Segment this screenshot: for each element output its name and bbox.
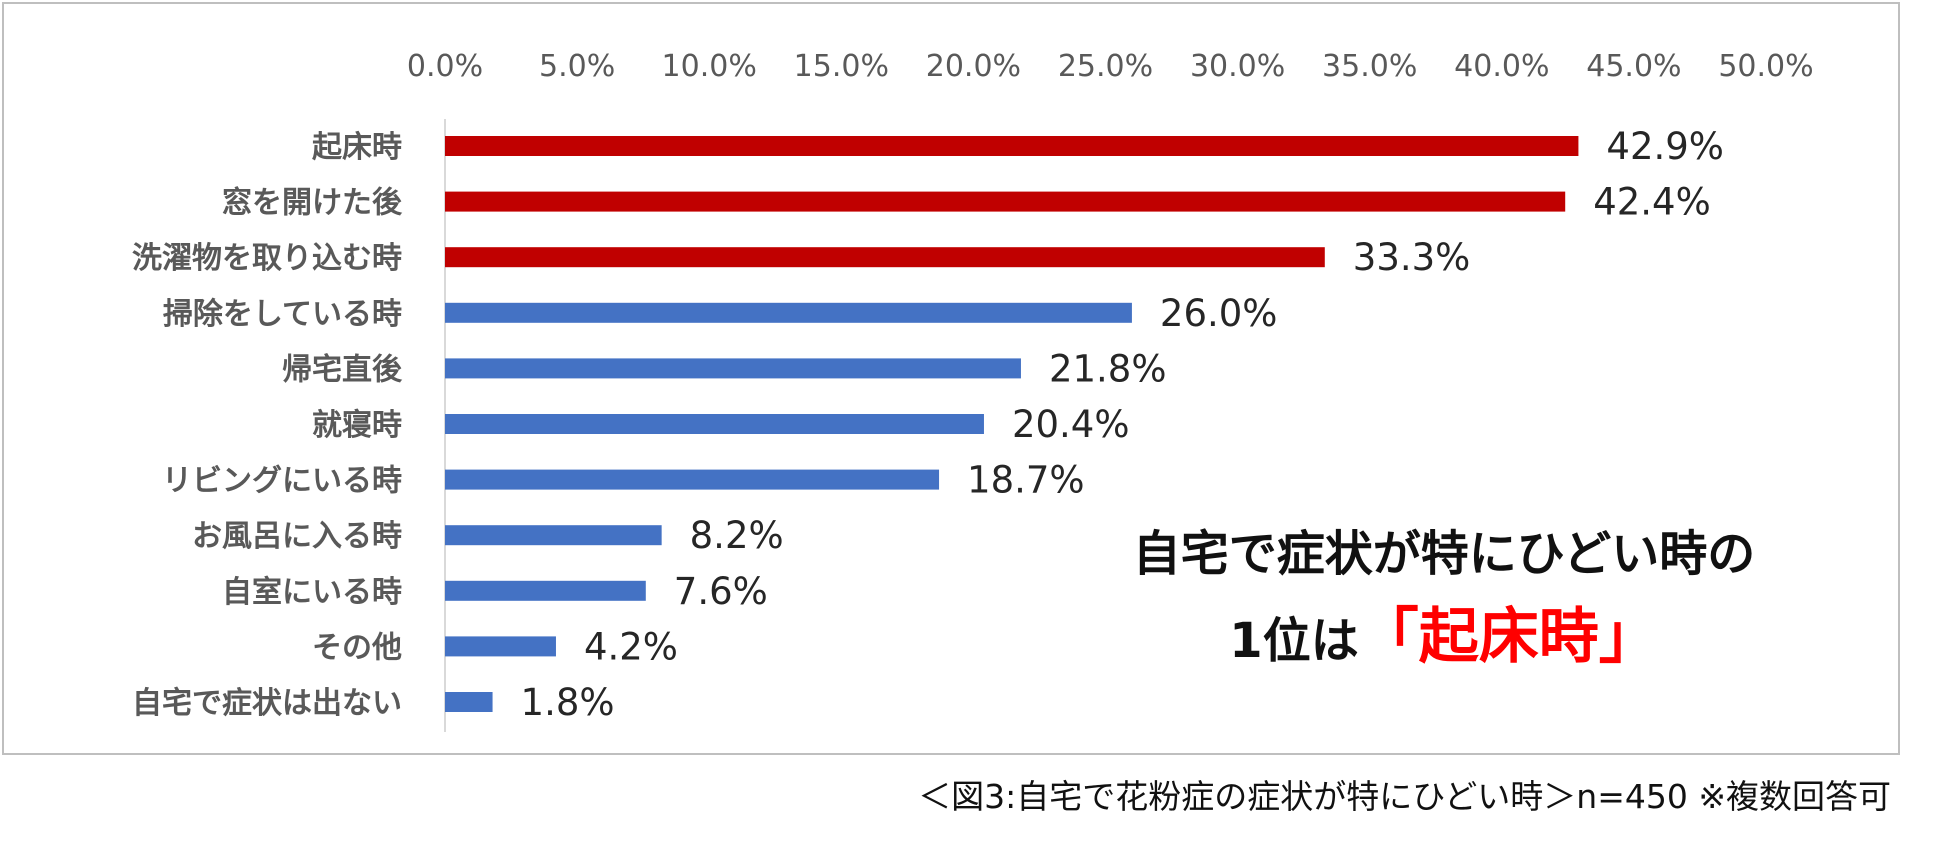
category-label: お風呂に入る時 xyxy=(192,519,402,554)
value-label: 20.4% xyxy=(1012,403,1130,446)
category-label: 帰宅直後 xyxy=(282,352,403,387)
x-tick-label: 15.0% xyxy=(794,49,889,84)
callout-line1: 自宅で症状が特にひどい時の xyxy=(1132,526,1756,582)
x-tick-label: 0.0% xyxy=(407,49,483,84)
value-label: 8.2% xyxy=(690,514,784,557)
value-label: 26.0% xyxy=(1160,292,1278,335)
value-label: 33.3% xyxy=(1353,236,1471,279)
callout-annotation: 自宅で症状が特にひどい時の 1位は「起床時」 xyxy=(1124,514,1764,684)
bar xyxy=(445,358,1021,379)
category-label: 自宅で症状は出ない xyxy=(132,686,402,721)
x-tick-label: 25.0% xyxy=(1058,49,1153,84)
value-label: 7.6% xyxy=(674,570,768,613)
bar-chart: 0.0% 5.0% 10.0% 15.0% 20.0% 25.0% 30.0% 35.0% 40… xyxy=(132,49,1814,732)
category-label: リビングにいる時 xyxy=(162,464,402,499)
bar xyxy=(445,580,646,601)
x-tick-label: 50.0% xyxy=(1718,49,1813,84)
x-tick-label: 45.0% xyxy=(1586,49,1681,84)
category-labels: 起床時窓を開けた後洗濯物を取り込む時掃除をしている時帰宅直後就寝時リビングにいる… xyxy=(132,130,403,721)
value-labels: 42.9% 42.4% 33.3% 26.0% 21.8% 20.4% 18.7% 8.2% 7… xyxy=(521,125,1724,724)
x-tick-label: 30.0% xyxy=(1190,49,1285,84)
callout-highlight: 「起床時」 xyxy=(1358,602,1659,672)
bar xyxy=(445,191,1566,212)
bar xyxy=(445,469,940,490)
bar xyxy=(445,247,1325,268)
value-label: 1.8% xyxy=(521,681,615,724)
figure-caption: ＜図3:自宅で花粉症の症状が特にひどい時＞n=450 ※複数回答可 xyxy=(918,777,1891,816)
x-tick-label: 20.0% xyxy=(926,49,1021,84)
x-tick-label: 35.0% xyxy=(1322,49,1417,84)
category-label: 窓を開けた後 xyxy=(222,186,403,221)
x-tick-label: 40.0% xyxy=(1454,49,1549,84)
bar xyxy=(445,414,984,434)
category-label: 自室にいる時 xyxy=(222,575,402,610)
value-label: 21.8% xyxy=(1049,347,1167,390)
category-label: 洗濯物を取り込む時 xyxy=(132,241,402,276)
bar xyxy=(445,525,662,546)
value-label: 42.9% xyxy=(1606,125,1724,168)
category-label: 就寝時 xyxy=(312,408,402,443)
callout-rank-text: 1位は xyxy=(1229,613,1359,669)
category-label: 起床時 xyxy=(312,130,402,165)
callout-line2: 1位は「起床時」 xyxy=(1124,594,1764,684)
x-tick-label: 10.0% xyxy=(662,49,757,84)
category-label: 掃除をしている時 xyxy=(163,297,402,332)
bar xyxy=(445,302,1132,323)
x-axis-ticks: 0.0% 5.0% 10.0% 15.0% 20.0% 25.0% 30.0% 35.0% 40… xyxy=(407,49,1814,84)
value-label: 18.7% xyxy=(967,459,1085,502)
chart-frame: 0.0% 5.0% 10.0% 15.0% 20.0% 25.0% 30.0% 35.0% 40… xyxy=(2,2,1900,755)
x-tick-label: 5.0% xyxy=(539,49,615,84)
bar xyxy=(445,692,493,712)
category-label: その他 xyxy=(312,630,402,665)
bars xyxy=(445,136,1579,712)
value-label: 4.2% xyxy=(584,625,678,668)
bar xyxy=(445,636,556,657)
bar xyxy=(445,136,1579,156)
value-label: 42.4% xyxy=(1593,181,1711,224)
